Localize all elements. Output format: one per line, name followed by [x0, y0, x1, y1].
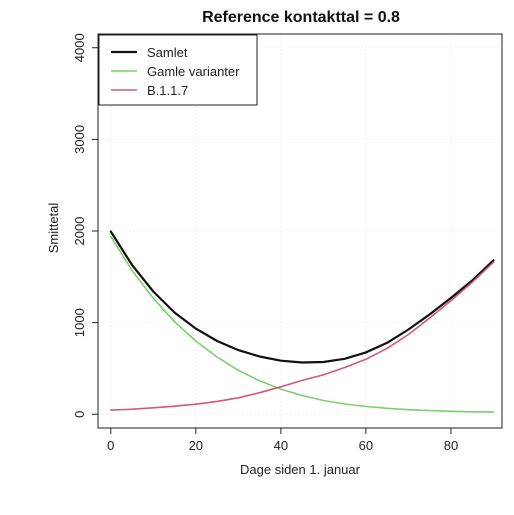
y-tick-label: 0 [72, 411, 87, 418]
x-tick-label: 60 [359, 438, 373, 453]
y-tick-label: 4000 [72, 33, 87, 62]
chart-title: Reference kontakttal = 0.8 [202, 9, 400, 26]
x-tick-label: 80 [444, 438, 458, 453]
legend-box [98, 34, 258, 106]
y-tick-label: 3000 [72, 125, 87, 154]
gridlines [98, 34, 502, 428]
axes: 0 20 40 60 80 0 1000 2000 3000 4000 [72, 33, 503, 453]
y-axis-title: Smittetal [46, 203, 61, 254]
series-line-b-1-1-7 [110, 261, 495, 411]
y-tick-label: 1000 [72, 308, 87, 337]
x-tick-label: 0 [107, 438, 114, 453]
x-tick-label: 20 [189, 438, 203, 453]
legend-label: Gamle varianter [147, 64, 240, 79]
legend-label: Samlet [147, 45, 188, 60]
legend: Samlet Gamle varianter B.1.1.7 [98, 34, 258, 106]
y-tick-label: 2000 [72, 217, 87, 246]
series-lines [109, 230, 495, 413]
x-tick-label: 40 [274, 438, 288, 453]
series-line-gamle-varianter [110, 235, 495, 413]
legend-label: B.1.1.7 [147, 83, 188, 98]
series-line-samlet [109, 230, 495, 364]
x-axis-title: Dage siden 1. januar [240, 462, 361, 477]
